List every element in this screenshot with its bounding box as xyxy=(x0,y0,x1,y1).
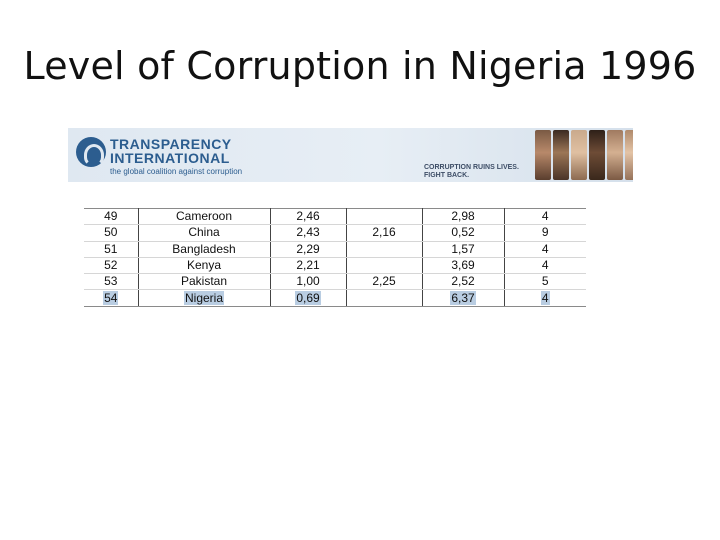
org-name-line1: TRANSPARENCY xyxy=(110,136,232,152)
corruption-ranking-table: 49 Cameroon 2,46 2,98 4 50 China 2,43 2,16 0,52 9 5… xyxy=(84,207,586,307)
variance-cell: 0,52 xyxy=(422,224,505,242)
score-cell: 2,43 xyxy=(270,224,347,242)
transparency-international-banner: TRANSPARENCY INTERNATIONAL the global co… xyxy=(68,128,633,182)
rank-cell: 54 xyxy=(84,289,139,307)
table-row: 52 Kenya 2,21 3,69 4 xyxy=(84,257,586,275)
country-cell-text: Kenya xyxy=(186,258,222,273)
score-cell: 0,69 xyxy=(270,289,347,307)
slogan-line1: CORRUPTION RUINS LIVES. xyxy=(424,164,519,171)
surveys-cell: 4 xyxy=(504,241,586,258)
rank-cell: 53 xyxy=(84,273,139,291)
score-cell-text: 2,43 xyxy=(296,225,320,240)
country-cell: Nigeria xyxy=(138,289,271,307)
rank-cell-text: 54 xyxy=(103,290,119,305)
score-2-cell-text: 2,25 xyxy=(372,274,396,289)
score-2-cell xyxy=(346,289,423,307)
face-photo xyxy=(553,130,569,180)
org-name-line2: INTERNATIONAL xyxy=(110,150,230,166)
surveys-cell: 5 xyxy=(504,273,586,291)
variance-cell: 3,69 xyxy=(422,257,505,275)
variance-cell-text: 6,37 xyxy=(450,290,476,305)
country-cell: Bangladesh xyxy=(138,241,271,258)
score-2-cell xyxy=(346,257,423,275)
face-photo xyxy=(589,130,605,180)
variance-cell: 6,37 xyxy=(422,289,505,307)
rank-cell: 51 xyxy=(84,241,139,258)
surveys-cell-text: 4 xyxy=(541,258,549,273)
rank-cell-text: 53 xyxy=(104,274,118,289)
face-photo xyxy=(535,130,551,180)
score-cell: 2,46 xyxy=(270,207,347,226)
rank-cell-text: 52 xyxy=(104,258,118,273)
variance-cell-text: 3,69 xyxy=(451,258,475,273)
face-photo xyxy=(571,130,587,180)
score-2-cell: 2,25 xyxy=(346,273,423,291)
variance-cell: 2,52 xyxy=(422,273,505,291)
face-photo xyxy=(607,130,623,180)
variance-cell-text: 1,57 xyxy=(451,241,475,256)
surveys-cell-text: 4 xyxy=(541,209,549,224)
country-cell: China xyxy=(138,224,271,242)
surveys-cell: 4 xyxy=(504,289,586,307)
slogan-line2: FIGHT BACK. xyxy=(424,172,470,179)
country-cell: Cameroon xyxy=(138,207,271,226)
country-cell-text: Pakistan xyxy=(180,274,228,289)
ti-logo-icon xyxy=(76,137,106,167)
table-row: 54 Nigeria 0,69 6,37 4 xyxy=(84,289,586,307)
table-row: 50 China 2,43 2,16 0,52 9 xyxy=(84,224,586,242)
surveys-cell: 9 xyxy=(504,224,586,242)
variance-cell: 1,57 xyxy=(422,241,505,258)
table-row: 49 Cameroon 2,46 2,98 4 xyxy=(84,207,586,226)
score-cell: 1,00 xyxy=(270,273,347,291)
surveys-cell-text: 9 xyxy=(541,225,549,240)
country-cell-text: Nigeria xyxy=(183,290,224,305)
surveys-cell: 4 xyxy=(504,257,586,275)
score-2-cell: 2,16 xyxy=(346,224,423,242)
score-cell-text: 2,29 xyxy=(296,241,320,256)
rank-cell-text: 50 xyxy=(104,225,118,240)
country-cell-text: China xyxy=(188,225,220,240)
score-cell-text: 0,69 xyxy=(295,290,321,305)
variance-cell-text: 2,52 xyxy=(451,274,475,289)
country-cell: Pakistan xyxy=(138,273,271,291)
org-tagline: the global coalition against corruption xyxy=(110,167,243,176)
score-cell-text: 2,46 xyxy=(296,209,320,224)
rank-cell: 50 xyxy=(84,224,139,242)
rank-cell: 49 xyxy=(84,207,139,226)
surveys-cell-text: 4 xyxy=(541,241,549,256)
country-cell-text: Cameroon xyxy=(175,209,233,224)
country-cell-text: Bangladesh xyxy=(172,241,236,256)
score-cell-text: 2,21 xyxy=(296,258,320,273)
face-photo xyxy=(625,130,633,180)
score-cell-text: 1,00 xyxy=(296,274,320,289)
rank-cell-text: 51 xyxy=(104,241,118,256)
slide-title: Level of Corruption in Nigeria 1996 xyxy=(23,44,697,88)
table-row: 53 Pakistan 1,00 2,25 2,52 5 xyxy=(84,273,586,291)
score-2-cell xyxy=(346,241,423,258)
variance-cell-text: 0,52 xyxy=(451,225,475,240)
table-row: 51 Bangladesh 2,29 1,57 4 xyxy=(84,241,586,258)
surveys-cell-text: 5 xyxy=(541,274,549,289)
score-cell: 2,21 xyxy=(270,257,347,275)
rank-cell: 52 xyxy=(84,257,139,275)
variance-cell: 2,98 xyxy=(422,207,505,226)
score-2-cell-text: 2,16 xyxy=(372,225,396,240)
variance-cell-text: 2,98 xyxy=(451,209,475,224)
score-cell: 2,29 xyxy=(270,241,347,258)
surveys-cell: 4 xyxy=(504,207,586,226)
rank-cell-text: 49 xyxy=(104,209,118,224)
score-2-cell xyxy=(346,207,423,226)
faces-photo-strip xyxy=(535,130,633,180)
surveys-cell-text: 4 xyxy=(540,290,550,305)
country-cell: Kenya xyxy=(138,257,271,275)
